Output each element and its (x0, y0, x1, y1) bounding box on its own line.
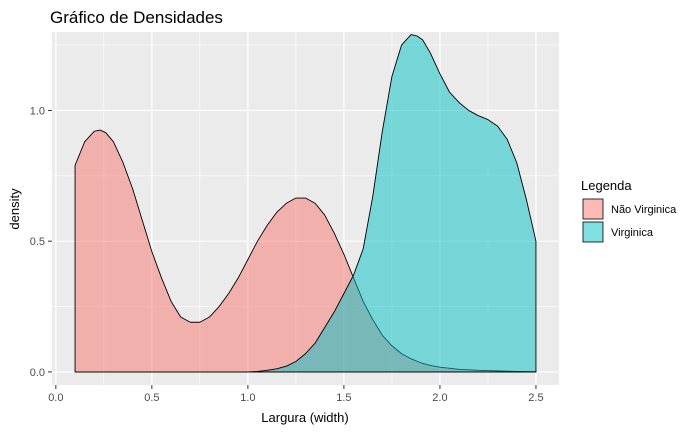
x-tick-label-2: 1.0 (240, 392, 255, 404)
y-axis: 0.0 0.5 1.0 (30, 105, 52, 379)
x-tick-label-4: 2.0 (432, 392, 447, 404)
density-area-virginica (74, 34, 537, 373)
legend-label-virginica: Virginica (611, 227, 654, 239)
legend: Legenda Não Virginica Virginica (581, 178, 677, 243)
legend-swatch-nao-virginica (582, 198, 604, 220)
chart-title: Gráfico de Densidades (50, 8, 223, 27)
x-axis: 0.0 0.5 1.0 1.5 2.0 2.5 (48, 385, 544, 404)
x-tick-label-0: 0.0 (48, 392, 63, 404)
density-areas (74, 34, 537, 373)
legend-swatch-virginica (582, 221, 604, 243)
y-tick-label-2: 1.0 (30, 105, 45, 117)
y-tick-label-0: 0.0 (30, 367, 45, 379)
x-tick-label-3: 1.5 (336, 392, 351, 404)
legend-title: Legenda (581, 178, 632, 193)
legend-label-nao-virginica: Não Virginica (611, 204, 677, 216)
x-tick-label-5: 2.5 (528, 392, 543, 404)
x-tick-label-1: 0.5 (144, 392, 159, 404)
y-tick-label-1: 0.5 (30, 236, 45, 248)
y-axis-title: density (7, 188, 22, 230)
x-axis-title: Largura (width) (261, 410, 348, 425)
